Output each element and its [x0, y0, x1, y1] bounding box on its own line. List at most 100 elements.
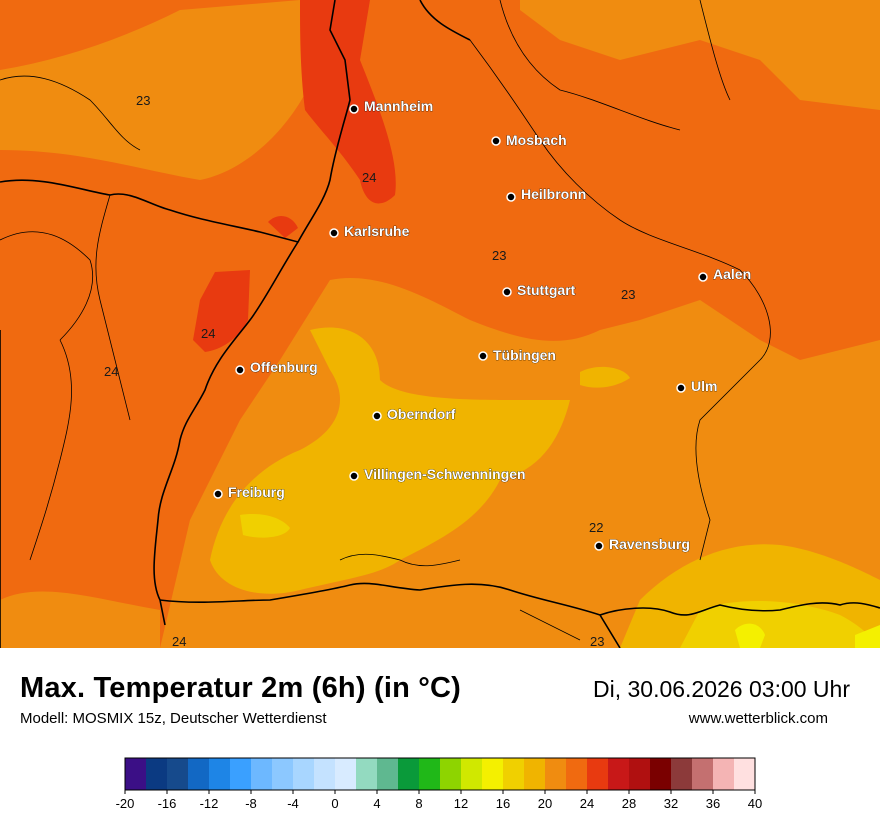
city-dot [349, 104, 359, 114]
city-label-stuttgart: Stuttgart [517, 282, 576, 298]
city-dot [478, 351, 488, 361]
legend-swatch [461, 758, 483, 790]
city-labels: Mannheim Mosbach Heilbronn Karlsruhe Stu… [228, 98, 752, 553]
city-dot [676, 383, 686, 393]
city-label-aalen: Aalen [713, 266, 751, 282]
legend-tick-label: -8 [245, 796, 257, 811]
legend-swatch [440, 758, 462, 790]
temperature-map: Mannheim Mosbach Heilbronn Karlsruhe Stu… [0, 0, 880, 648]
legend-swatch [398, 758, 420, 790]
value-label: 23 [621, 287, 635, 302]
zone-red-small [268, 216, 298, 238]
zone-brightyellow-1 [735, 623, 765, 648]
legend-swatch [272, 758, 294, 790]
legend-tick-label: 32 [664, 796, 678, 811]
value-label: 23 [492, 248, 506, 263]
legend-swatch [314, 758, 336, 790]
city-dot [502, 287, 512, 297]
legend-swatch [503, 758, 525, 790]
legend-tick-label: 36 [706, 796, 720, 811]
city-dot [213, 489, 223, 499]
legend-swatch [251, 758, 273, 790]
legend-swatch [545, 758, 567, 790]
zone-orange-east [520, 0, 880, 110]
legend-tick-label: 0 [331, 796, 338, 811]
city-label-oberndorf: Oberndorf [387, 406, 456, 422]
city-label-mannheim: Mannheim [364, 98, 433, 114]
legend-swatch [125, 758, 147, 790]
city-label-karlsruhe: Karlsruhe [344, 223, 410, 239]
value-label: 23 [590, 634, 604, 648]
legend-swatch [209, 758, 231, 790]
zone-orange-north [0, 0, 330, 180]
footer: Max. Temperatur 2m (6h) (in °C) Modell: … [0, 648, 880, 830]
legend-swatch [167, 758, 189, 790]
legend-swatch [293, 758, 315, 790]
zone-red-kehl [193, 270, 250, 352]
city-dot [698, 272, 708, 282]
city-dot [491, 136, 501, 146]
value-label: 23 [136, 93, 150, 108]
value-label: 24 [362, 170, 376, 185]
website-link[interactable]: www.wetterblick.com [688, 710, 828, 727]
zone-brightyellow-2 [855, 625, 880, 648]
legend-swatch [566, 758, 588, 790]
legend-swatch [188, 758, 210, 790]
legend-swatch [671, 758, 693, 790]
legend-tick-label: 40 [748, 796, 762, 811]
value-labels: 23 24 23 23 24 24 22 23 24 [104, 93, 635, 648]
legend-tick-label: 12 [454, 796, 468, 811]
city-label-mosbach: Mosbach [506, 132, 567, 148]
legend-tick-label: -20 [116, 796, 135, 811]
legend-swatch [734, 758, 756, 790]
legend-tick-label: 20 [538, 796, 552, 811]
legend-swatch [524, 758, 546, 790]
city-label-ravensburg: Ravensburg [609, 536, 690, 552]
legend-tick-label: 16 [496, 796, 510, 811]
legend-border [124, 757, 756, 791]
city-dot [506, 192, 516, 202]
legend-swatch [608, 758, 630, 790]
legend-tick-label: 28 [622, 796, 636, 811]
zone-red-rhine [300, 0, 396, 204]
legend-tick-label: -4 [287, 796, 299, 811]
legend-swatch [335, 758, 357, 790]
legend-tick-label: 4 [373, 796, 380, 811]
city-dot [349, 471, 359, 481]
city-markers [213, 104, 708, 551]
legend-tick-label: -16 [158, 796, 177, 811]
city-label-heilbronn: Heilbronn [521, 186, 586, 202]
zone-yellow-south [240, 514, 290, 538]
legend-tick-label: 24 [580, 796, 594, 811]
city-label-ulm: Ulm [691, 378, 717, 394]
zone-amber-small [580, 366, 630, 388]
value-label: 24 [201, 326, 215, 341]
legend-swatch [587, 758, 609, 790]
model-source: Modell: MOSMIX 15z, Deutscher Wetterdien… [20, 710, 327, 727]
color-legend: -20 -16 -12 -8 -4 0 4 8 12 16 20 24 28 32 36 40 [0, 748, 880, 828]
map-svg: Mannheim Mosbach Heilbronn Karlsruhe Stu… [0, 0, 880, 648]
legend-swatch [482, 758, 504, 790]
zone-orange-southwest [0, 591, 160, 648]
city-dot [329, 228, 339, 238]
legend-swatch [146, 758, 168, 790]
city-label-tuebingen: Tübingen [493, 347, 556, 363]
legend-swatch [377, 758, 399, 790]
city-dot [372, 411, 382, 421]
legend-swatch [230, 758, 252, 790]
legend-swatch [629, 758, 651, 790]
value-label: 22 [589, 520, 603, 535]
legend-swatch [356, 758, 378, 790]
map-title: Max. Temperatur 2m (6h) (in °C) [20, 672, 462, 704]
value-label: 24 [172, 634, 186, 648]
legend-tick-label: -12 [200, 796, 219, 811]
city-label-freiburg: Freiburg [228, 484, 285, 500]
zone-amber-central [210, 327, 570, 594]
legend-svg: -20 -16 -12 -8 -4 0 4 8 12 16 20 24 28 32 36 40 [116, 757, 762, 811]
zone-yellow-southeast [680, 600, 880, 648]
legend-swatch [692, 758, 714, 790]
legend-swatch [713, 758, 735, 790]
region-borders [0, 0, 771, 641]
legend-swatch [419, 758, 441, 790]
value-label: 24 [104, 364, 118, 379]
